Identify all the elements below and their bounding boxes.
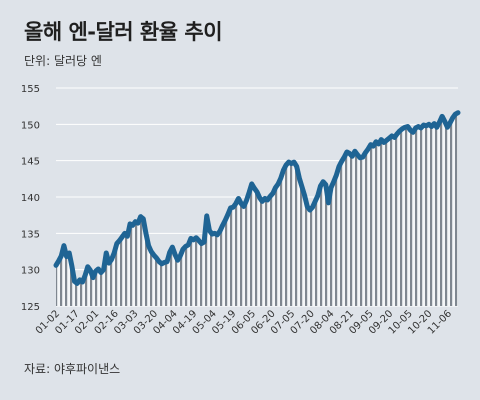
y-axis: 125 130 135 140 145 150 155 <box>21 84 40 313</box>
chart-title: 올해 엔-달러 환율 추이 <box>24 20 223 44</box>
line-series <box>53 110 461 286</box>
y-tick-140: 140 <box>21 193 40 204</box>
y-tick-125: 125 <box>21 302 40 313</box>
series-line <box>53 110 461 286</box>
y-tick-135: 135 <box>21 229 40 240</box>
y-tick-155: 155 <box>21 84 40 95</box>
y-tick-150: 150 <box>21 120 40 131</box>
unit-label: 단위: 달러당 엔 <box>24 54 102 68</box>
area-fill <box>56 112 458 307</box>
y-tick-130: 130 <box>21 266 40 277</box>
source-label: 자료: 야후파이낸스 <box>24 362 121 376</box>
x-axis: 01-0201-1702-0102-1603-0303-2004-0404-19… <box>34 308 454 336</box>
y-tick-145: 145 <box>21 157 40 168</box>
area-fill-path <box>56 112 458 307</box>
